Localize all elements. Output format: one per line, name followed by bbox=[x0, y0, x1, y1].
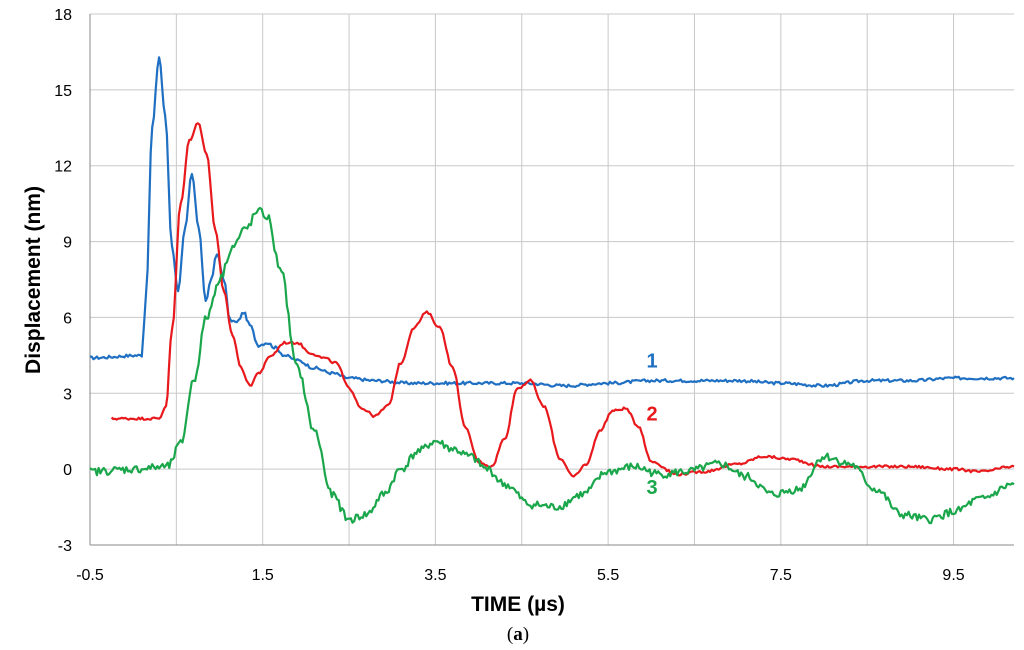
series-3-label: 3 bbox=[646, 477, 657, 499]
series-1-line bbox=[89, 56, 1015, 389]
x-tick-labels: -0.5 1.5 3.5 5.5 7.5 9.5 bbox=[76, 567, 965, 584]
y-tick-label: 6 bbox=[63, 310, 72, 327]
caption-close: ) bbox=[523, 624, 529, 645]
series-labels: 1 2 3 bbox=[646, 350, 657, 498]
series-lines bbox=[89, 56, 1015, 525]
y-tick-label: 12 bbox=[54, 159, 72, 176]
x-tick-label: 5.5 bbox=[597, 567, 619, 584]
y-tick-label: 15 bbox=[54, 83, 72, 100]
caption-open: ( bbox=[507, 624, 513, 645]
x-tick-label: -0.5 bbox=[76, 567, 104, 584]
x-tick-label: 7.5 bbox=[770, 567, 792, 584]
y-tick-labels: -3 0 3 6 9 12 15 18 bbox=[54, 7, 72, 555]
series-1-label: 1 bbox=[646, 350, 657, 372]
gridlines bbox=[89, 13, 1014, 546]
y-tick-label: 0 bbox=[63, 462, 72, 479]
series-2-line bbox=[110, 122, 1015, 478]
y-tick-label: 18 bbox=[54, 7, 72, 24]
series-2-label: 2 bbox=[646, 404, 657, 426]
x-tick-label: 9.5 bbox=[942, 567, 964, 584]
y-tick-label: -3 bbox=[58, 538, 72, 555]
series-3-line bbox=[89, 206, 1015, 525]
x-tick-label: 1.5 bbox=[252, 567, 274, 584]
x-tick-label: 3.5 bbox=[424, 567, 446, 584]
y-tick-label: 9 bbox=[63, 235, 72, 252]
figure-caption: (a) bbox=[507, 624, 529, 645]
x-axis-title: TIME (µs) bbox=[471, 593, 565, 616]
y-axis-title: Displacement (nm) bbox=[22, 186, 45, 374]
caption-letter: a bbox=[513, 624, 523, 645]
y-tick-label: 3 bbox=[63, 386, 72, 403]
